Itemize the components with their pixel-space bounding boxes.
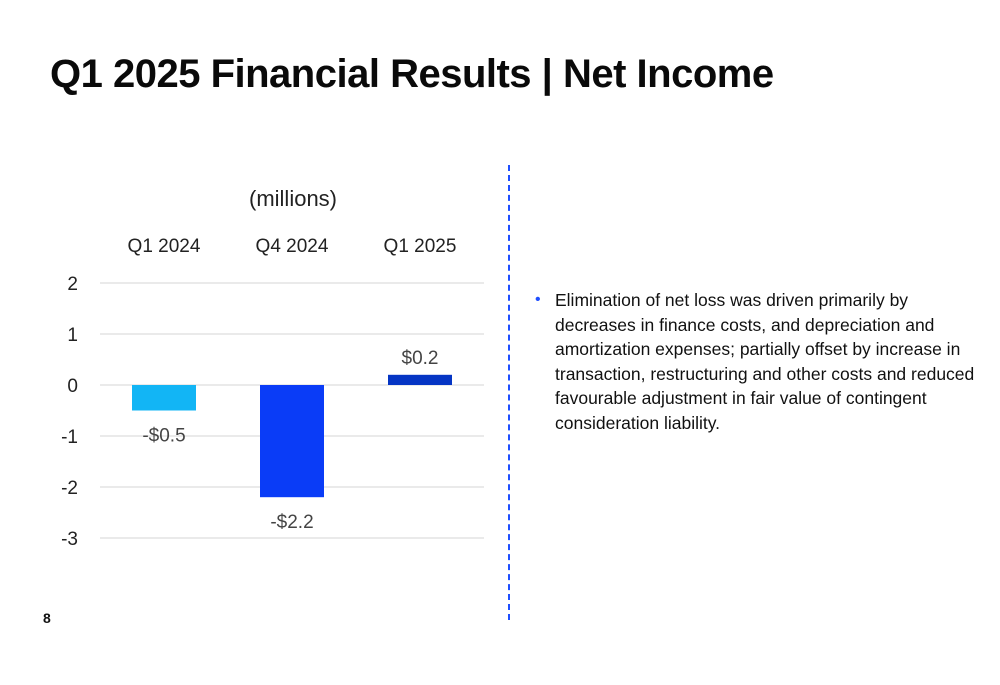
y-tick-label: -1 xyxy=(61,427,78,448)
chart-bars xyxy=(132,374,452,498)
y-tick-label: -2 xyxy=(61,478,78,499)
bar-q1-2025 xyxy=(388,374,452,385)
data-label: $0.2 xyxy=(402,348,439,369)
y-tick-label: 1 xyxy=(67,325,78,346)
page-number: 8 xyxy=(43,610,51,626)
slide-title: Q1 2025 Financial Results | Net Income xyxy=(50,52,774,96)
commentary-bullet: Elimination of net loss was driven prima… xyxy=(535,288,980,435)
section-divider xyxy=(508,165,510,620)
data-label: -$0.5 xyxy=(142,426,185,447)
chart-y-axis: 2 1 0 -1 -2 -3 xyxy=(61,274,78,550)
y-tick-label: 0 xyxy=(67,376,78,397)
category-label: Q1 2024 xyxy=(128,236,201,257)
y-tick-label: 2 xyxy=(67,274,78,295)
chart-unit-label: (millions) xyxy=(249,186,337,211)
commentary-list: Elimination of net loss was driven prima… xyxy=(535,288,980,435)
chart-category-axis: Q1 2024 Q4 2024 Q1 2025 xyxy=(128,236,457,257)
bar-q1-2024 xyxy=(132,385,196,411)
net-income-bar-chart: (millions) 210-1-2-3 Q1 2024 Q4 2024 Q1 20… xyxy=(61,186,484,550)
category-label: Q4 2024 xyxy=(256,236,329,257)
y-tick-label: -3 xyxy=(61,529,78,550)
data-label: -$2.2 xyxy=(270,512,313,533)
chart-data-labels: -$0.5 -$2.2 $0.2 xyxy=(142,348,438,533)
category-label: Q1 2025 xyxy=(384,236,457,257)
bar-q4-2024 xyxy=(260,385,324,498)
